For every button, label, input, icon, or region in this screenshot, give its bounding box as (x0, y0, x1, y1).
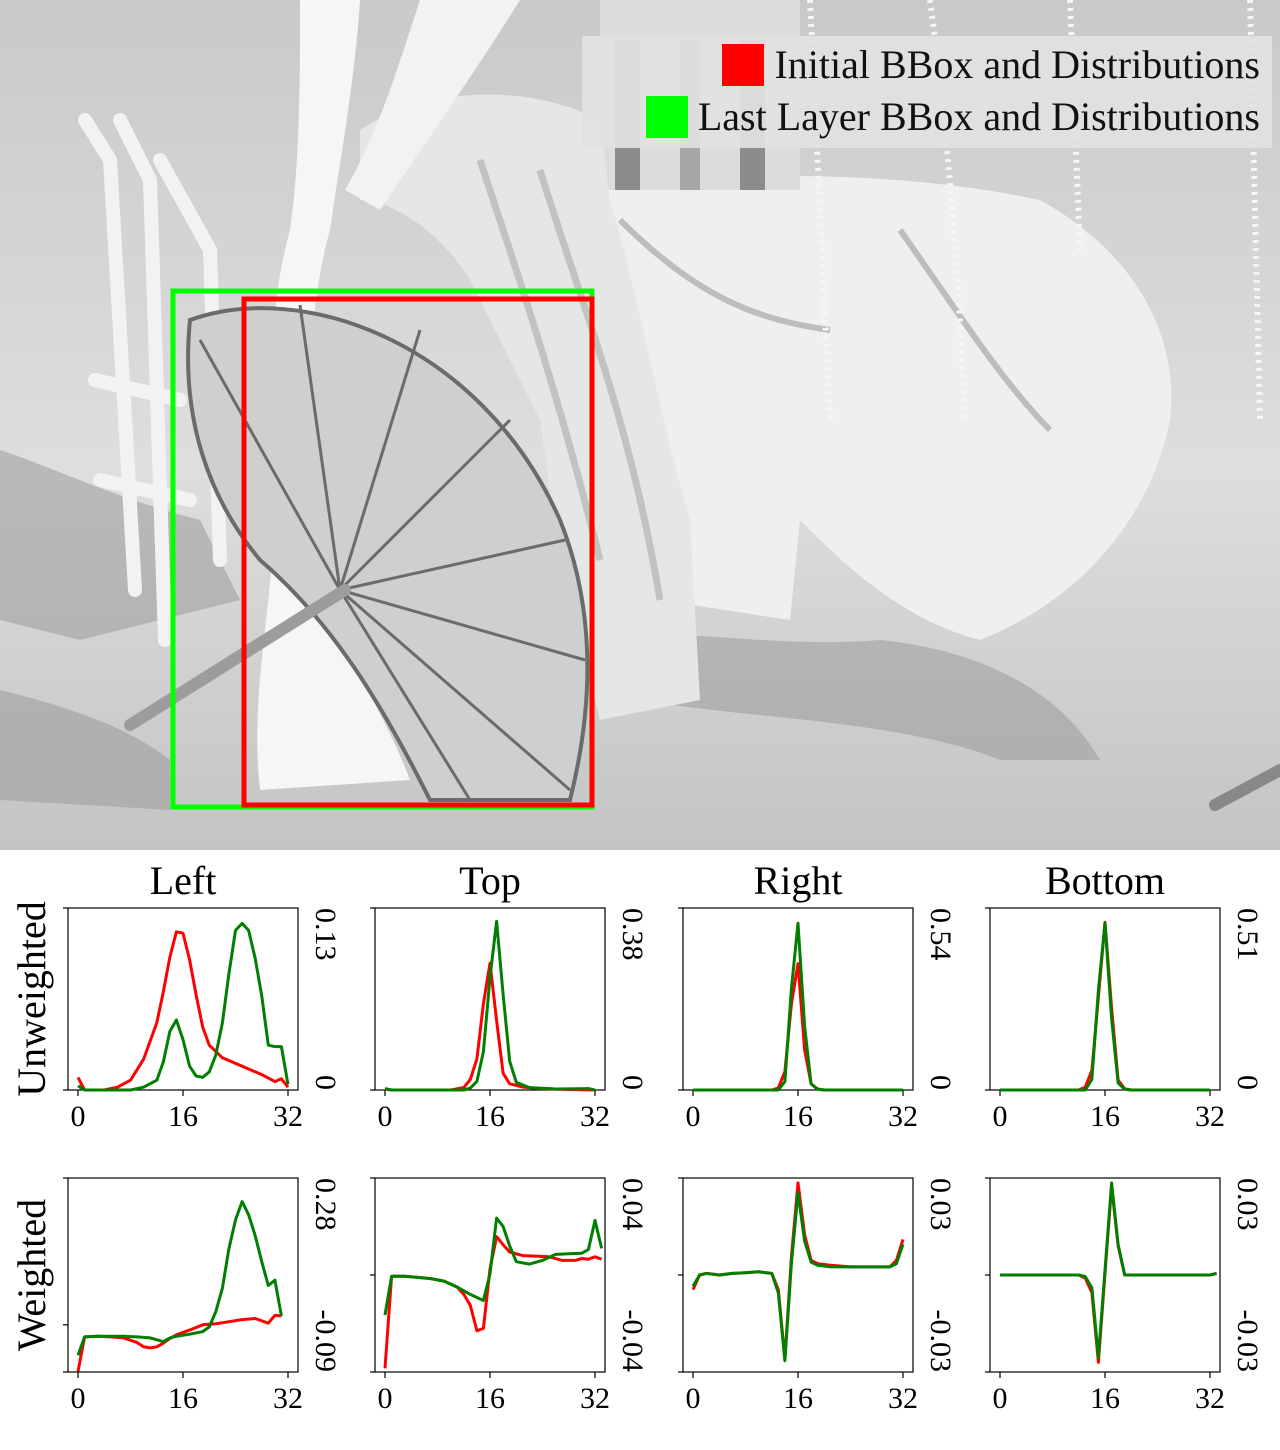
y-min-label: -0.03 (924, 1310, 957, 1373)
distribution-charts: Left Top Right Bottom Unweighted Weighted 0 16 3… (9, 858, 1264, 1415)
series-line-last (693, 921, 903, 1092)
x-tick-label: 32 (273, 1382, 303, 1415)
legend: Initial BBox and Distributions Last Laye… (582, 36, 1272, 148)
column-title-right: Right (754, 858, 843, 903)
column-title-bottom: Bottom (1045, 858, 1165, 903)
series-line-last (383, 1216, 604, 1316)
panel-unweighted-top: 0 16 32 0.38 0 (370, 907, 649, 1133)
x-tick-label: 16 (475, 1382, 505, 1415)
x-tick-label: 32 (580, 1100, 610, 1133)
initial-bbox (241, 296, 595, 808)
y-max-label: 0.13 (309, 908, 342, 961)
legend-swatch-last (645, 96, 688, 138)
panel-frame (67, 1177, 299, 1373)
pole-right (1209, 764, 1280, 811)
series-line-initial (76, 930, 290, 1092)
panel-unweighted-right: 0 16 32 0.54 0 (678, 907, 957, 1133)
series-line-last (1000, 1181, 1217, 1359)
y-max-label: 0.03 (924, 1178, 957, 1231)
panel-weighted-bottom: 0 16 32 0.03 -0.03 (985, 1177, 1264, 1415)
legend-label-initial: Initial BBox and Distributions (774, 42, 1260, 87)
y-max-label: 0.38 (616, 908, 649, 961)
x-tick-label: 0 (993, 1382, 1008, 1415)
y-min-label: 0 (309, 1075, 342, 1090)
person-dress (360, 94, 700, 721)
x-tick-label: 32 (1195, 1100, 1225, 1133)
x-tick-label: 16 (783, 1382, 813, 1415)
y-max-label: 0.03 (1231, 1178, 1264, 1231)
panel-frame (374, 907, 606, 1091)
y-min-label: 0 (616, 1075, 649, 1090)
series-line-last (76, 1200, 283, 1356)
series-line-last (691, 1191, 905, 1363)
y-max-label: 0.04 (616, 1178, 649, 1231)
series-line-last (77, 921, 290, 1092)
x-tick-label: 32 (888, 1382, 918, 1415)
panel-weighted-left: 0 16 32 0.28 -0.09 (63, 1177, 342, 1415)
x-tick-label: 16 (1090, 1100, 1120, 1133)
legend-item-initial: Initial BBox and Distributions (722, 40, 1260, 90)
x-tick-label: 0 (378, 1382, 393, 1415)
y-min-label: -0.09 (309, 1310, 342, 1373)
legend-item-last: Last Layer BBox and Distributions (645, 92, 1260, 142)
x-tick-label: 0 (71, 1382, 86, 1415)
x-tick-label: 0 (993, 1100, 1008, 1133)
y-min-label: 0 (1231, 1075, 1264, 1090)
x-tick-label: 0 (71, 1100, 86, 1133)
legend-label-last: Last Layer BBox and Distributions (697, 94, 1260, 139)
umbrella (124, 304, 590, 802)
row-label-weighted: Weighted (9, 1199, 54, 1351)
y-min-label: -0.03 (1231, 1310, 1264, 1373)
x-tick-label: 0 (686, 1382, 701, 1415)
x-tick-label: 16 (168, 1100, 198, 1133)
y-min-label: 0 (924, 1075, 957, 1090)
y-min-label: -0.04 (616, 1310, 649, 1373)
panel-unweighted-bottom: 0 16 32 0.51 0 (985, 907, 1264, 1133)
y-max-label: 0.28 (309, 1178, 342, 1231)
panel-weighted-right: 0 16 32 0.03 -0.03 (678, 1177, 957, 1415)
x-tick-label: 32 (1195, 1382, 1225, 1415)
series-line-last (1000, 921, 1210, 1092)
series-line-last (384, 919, 596, 1092)
y-max-label: 0.54 (924, 908, 957, 961)
column-title-left: Left (150, 858, 217, 903)
x-tick-label: 0 (378, 1100, 393, 1133)
x-tick-label: 16 (1090, 1382, 1120, 1415)
x-tick-label: 32 (273, 1100, 303, 1133)
x-tick-label: 32 (888, 1100, 918, 1133)
legend-swatch-initial (722, 44, 765, 86)
x-tick-label: 32 (580, 1382, 610, 1415)
x-tick-label: 16 (475, 1100, 505, 1133)
x-tick-label: 16 (783, 1100, 813, 1133)
y-max-label: 0.51 (1231, 908, 1264, 961)
x-tick-label: 16 (168, 1382, 198, 1415)
column-title-top: Top (459, 858, 521, 903)
panel-weighted-top: 0 16 32 0.04 -0.04 (370, 1177, 649, 1415)
x-tick-label: 0 (686, 1100, 701, 1133)
row-label-unweighted: Unweighted (9, 901, 54, 1097)
panel-unweighted-left: 0 16 32 0.13 0 (63, 907, 342, 1133)
table (590, 176, 1172, 641)
